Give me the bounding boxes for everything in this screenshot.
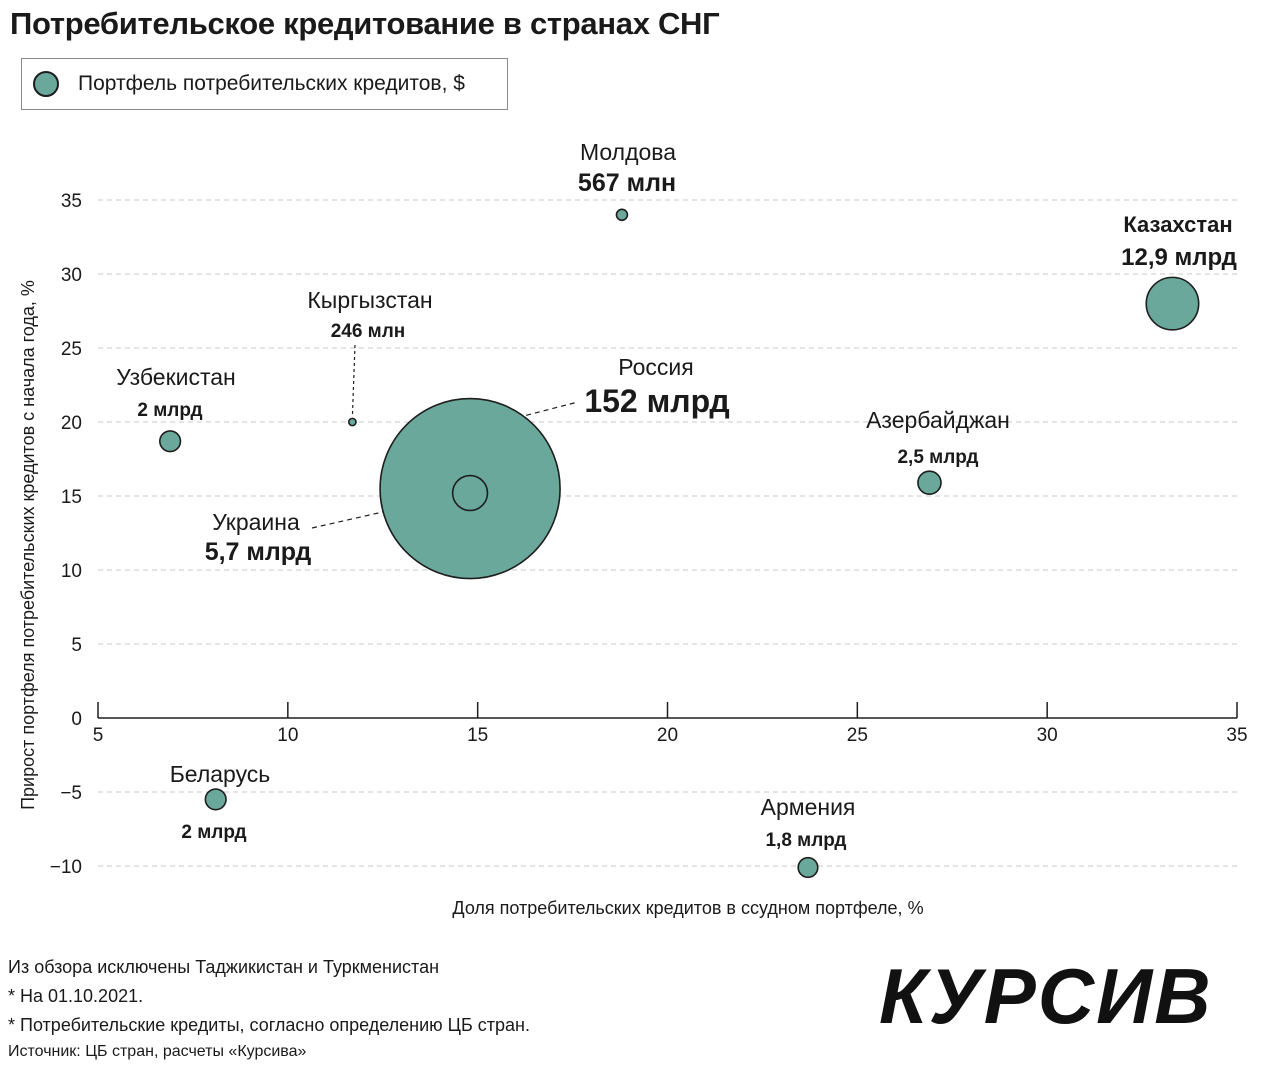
bubble (917, 470, 942, 496)
footnotes: Из обзора исключены Таджикистан и Туркме… (8, 953, 530, 1040)
source-note: Источник: ЦБ стран, расчеты «Курсива» (8, 1043, 307, 1060)
country-label: Россия (618, 354, 693, 380)
value-label: 2,5 млрд (897, 447, 978, 468)
bubble (451, 474, 489, 512)
y-tick-label: 35 (61, 191, 82, 212)
country-label: Украина (212, 509, 300, 535)
footnote: * На 01.10.2021. (8, 986, 144, 1006)
y-tick-label: 15 (61, 487, 82, 508)
country-label: Беларусь (170, 761, 271, 787)
y-tick-label: 5 (71, 635, 82, 656)
x-tick-label: 10 (277, 725, 298, 746)
bubble (615, 208, 629, 222)
value-label: 1,8 млрд (765, 830, 846, 851)
y-tick-label: 10 (61, 561, 82, 582)
value-label: 12,9 млрд (1121, 244, 1237, 271)
country-label: Кыргызстан (307, 287, 432, 313)
chart-title: Потребительское кредитование в странах С… (10, 6, 720, 41)
value-label: 2 млрд (181, 822, 246, 843)
country-label: Казахстан (1123, 212, 1232, 237)
y-tick-label: 25 (61, 339, 82, 360)
value-label: 152 млрд (584, 383, 729, 419)
leader-line-kyrgyzstan (351, 344, 356, 418)
legend-label: Портфель потребительских кредитов, $ (78, 72, 465, 95)
y-tick-label: −10 (50, 857, 82, 878)
x-tick-label: 30 (1037, 725, 1058, 746)
country-label: Молдова (580, 139, 676, 165)
legend: Портфель потребительских кредитов, $ (21, 58, 508, 110)
footnote: * Потребительские кредиты, согласно опре… (8, 1015, 530, 1035)
x-tick-label: 20 (657, 725, 678, 746)
bubble (204, 788, 227, 811)
bubble (1145, 276, 1200, 331)
x-tick-label: 25 (847, 725, 868, 746)
y-tick-label: 0 (71, 709, 82, 730)
y-tick-label: 30 (61, 265, 82, 286)
value-label: 567 млн (578, 169, 676, 197)
x-tick-label: 35 (1226, 725, 1247, 746)
y-tick-label: 20 (61, 413, 82, 434)
legend-bubble-icon (33, 71, 59, 97)
bubble (159, 430, 182, 453)
logo-text: КУРСИВ (879, 955, 1213, 1035)
y-axis-label: Прирост портфеля потребительских кредито… (18, 280, 38, 810)
kursiv-logo: КУРСИВ (879, 955, 1213, 1035)
bubble (347, 417, 357, 427)
value-label: 5,7 млрд (205, 538, 312, 566)
x-tick-label: 5 (93, 725, 104, 746)
country-label: Узбекистан (116, 364, 236, 390)
bubble (797, 856, 819, 879)
country-label: Армения (761, 794, 856, 820)
x-tick-label: 15 (467, 725, 488, 746)
x-axis-label: Доля потребительских кредитов в ссудном … (452, 898, 923, 918)
value-label: 246 млн (331, 321, 406, 342)
y-tick-label: −5 (60, 783, 82, 804)
footnote: Из обзора исключены Таджикистан и Туркме… (8, 957, 440, 977)
country-label: Азербайджан (866, 407, 1010, 433)
value-label: 2 млрд (137, 400, 202, 421)
